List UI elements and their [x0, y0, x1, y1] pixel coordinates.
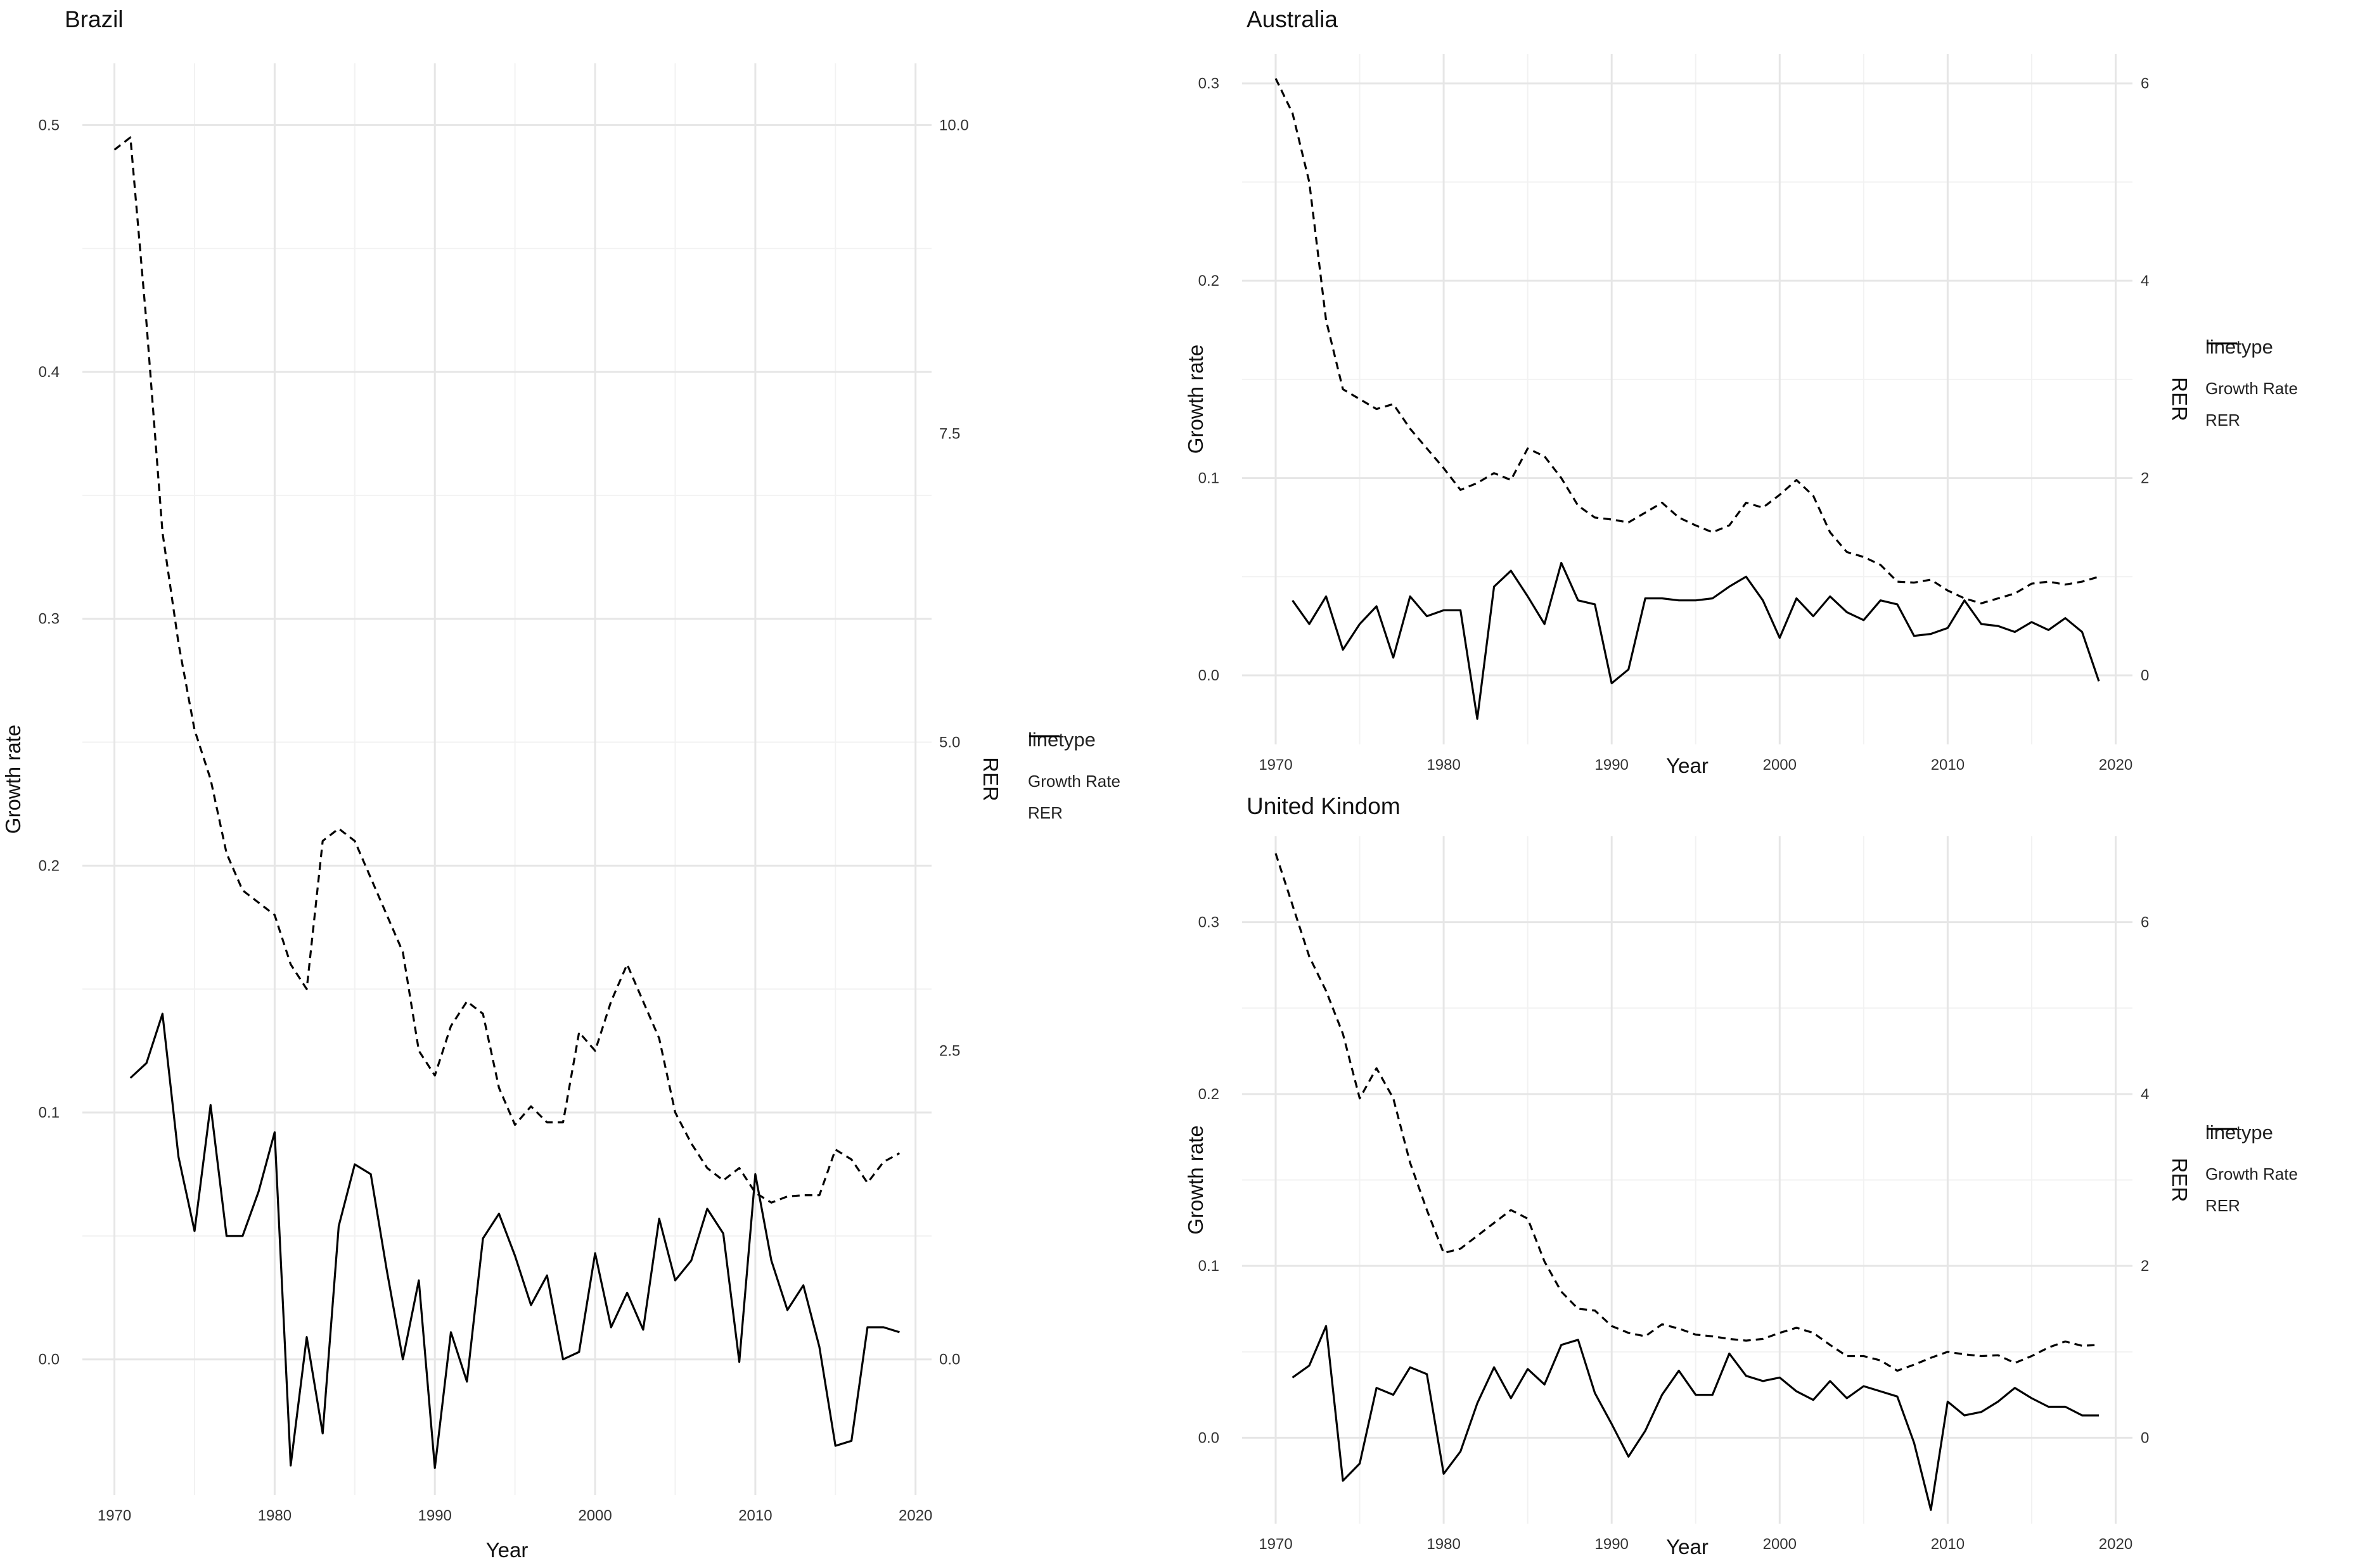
y2-tick-label: 6	[2141, 75, 2149, 92]
x-tick-label: 1980	[1427, 756, 1460, 774]
legend-label: Growth Rate	[1028, 771, 1120, 791]
dashed-line-key-icon	[2207, 342, 2237, 345]
x-tick-label: 1990	[418, 1507, 452, 1524]
legend-label: RER	[2205, 410, 2240, 430]
y2-tick-label: 6	[2141, 914, 2149, 931]
y2-axis-title: RER	[2168, 1158, 2191, 1202]
x-tick-label: 1980	[1427, 1536, 1460, 1553]
uk-chart: 1970 1980 1990 2000 2010 2020 0.0 0.1 0.2 0.3 0 2 4 6…	[1184, 836, 2191, 1558]
y-tick-label: 0.0	[39, 1351, 60, 1368]
y-tick-label: 0.4	[39, 364, 60, 381]
x-tick-label: 2000	[1763, 1536, 1797, 1553]
growth-rate-series-line	[1292, 561, 2100, 720]
legend-label: Growth Rate	[2205, 378, 2298, 398]
growth-rate-series-line	[129, 1012, 900, 1469]
x-tick-label: 2010	[738, 1507, 772, 1524]
y-tick-label: 0.5	[39, 117, 60, 134]
uk-legend: linetype Growth Rate RER	[2205, 1121, 2298, 1221]
rer-series-line	[1274, 853, 2100, 1372]
legend-item-rer: RER	[2205, 342, 2298, 436]
australia-legend: linetype Growth Rate RER	[2205, 336, 2298, 436]
legend-title: linetype	[1028, 729, 1096, 751]
x-tick-label: 1970	[1259, 756, 1292, 774]
y-axis-title: Growth rate	[1184, 345, 1207, 454]
x-tick-label: 1980	[258, 1507, 292, 1524]
brazil-title: Brazil	[65, 6, 124, 32]
brazil-legend: linetype Growth Rate RER	[1028, 729, 1120, 829]
y2-axis-title: RER	[2168, 377, 2191, 421]
y2-tick-label: 0	[2141, 1429, 2149, 1446]
x-tick-label: 2020	[2099, 756, 2132, 774]
legend-item-rer: RER	[2205, 1128, 2298, 1221]
x-tick-label: 2020	[899, 1507, 932, 1524]
legend-label: RER	[1028, 803, 1063, 822]
legend-title: linetype	[2205, 1121, 2273, 1144]
australia-panel: Australia 1970 1980 1990 2000 2010 2020 0.0 0.1…	[1179, 0, 2353, 786]
y-tick-label: 0.3	[39, 611, 60, 628]
y-axis-title: Growth rate	[1184, 1125, 1207, 1234]
y2-tick-label: 5.0	[939, 734, 960, 751]
legend-item-growth-rate: Growth Rate	[2205, 1128, 2298, 1190]
y-axis-title: Growth rate	[1, 725, 25, 834]
brazil-chart: 1970 1980 1990 2000 2010 2020 0.0 0.1 0.2 0.3 0.4 0…	[1, 63, 1003, 1562]
y-tick-label: 0.0	[1198, 667, 1219, 684]
y-tick-label: 0.2	[1198, 272, 1219, 290]
australia-title: Australia	[1247, 6, 1338, 32]
y-tick-label: 0.2	[1198, 1086, 1219, 1103]
legend-item-growth-rate: Growth Rate	[2205, 342, 2298, 404]
rer-series-line	[1274, 78, 2100, 604]
rer-series-line	[113, 136, 901, 1204]
x-axis-title: Year	[1666, 754, 1709, 777]
y-tick-label: 0.2	[39, 857, 60, 874]
x-axis-title: Year	[1666, 1535, 1709, 1558]
y-tick-label: 0.1	[39, 1104, 60, 1121]
legend-label: RER	[2205, 1195, 2240, 1215]
y-tick-label: 0.3	[1198, 914, 1219, 931]
legend-label: Growth Rate	[2205, 1164, 2298, 1183]
uk-title: United Kindom	[1247, 793, 1401, 819]
x-tick-label: 1990	[1595, 756, 1629, 774]
y2-tick-label: 4	[2141, 272, 2149, 290]
x-tick-label: 1970	[1259, 1536, 1292, 1553]
x-tick-label: 2000	[578, 1507, 612, 1524]
y2-axis-title: RER	[979, 757, 1003, 801]
legend-item-rer: RER	[1028, 735, 1120, 829]
x-tick-label: 1990	[1595, 1536, 1629, 1553]
australia-chart: 1970 1980 1990 2000 2010 2020 0.0 0.1 0.2 0.3 0 2 4 6…	[1184, 54, 2191, 777]
y-tick-label: 0.0	[1198, 1429, 1219, 1446]
y2-tick-label: 4	[2141, 1086, 2149, 1103]
legend-item-growth-rate: Growth Rate	[1028, 735, 1120, 797]
dashed-line-key-icon	[2207, 1128, 2237, 1130]
y-tick-label: 0.3	[1198, 75, 1219, 92]
growth-rate-series-line	[1292, 1325, 2099, 1511]
y2-tick-label: 0.0	[939, 1351, 960, 1368]
x-tick-label: 2010	[1931, 756, 1965, 774]
brazil-panel: Brazil 1970 1980 1990 2000 2010 2020 0.0 0.1 0.2…	[1, 6, 1120, 1562]
y2-tick-label: 7.5	[939, 425, 960, 442]
y-tick-label: 0.1	[1198, 1258, 1219, 1275]
x-tick-label: 2020	[2099, 1536, 2132, 1553]
y2-tick-label: 2.5	[939, 1043, 960, 1060]
x-tick-label: 2000	[1763, 756, 1797, 774]
x-tick-label: 1970	[98, 1507, 131, 1524]
x-tick-label: 2010	[1931, 1536, 1965, 1553]
y2-tick-label: 10.0	[939, 117, 969, 134]
dashed-line-key-icon	[1029, 735, 1060, 737]
y2-tick-label: 0	[2141, 667, 2149, 684]
y2-tick-label: 2	[2141, 470, 2149, 487]
y2-tick-label: 2	[2141, 1258, 2149, 1275]
uk-panel: United Kindom 1970 1980 1990 2000 2010 2020 0.…	[1179, 786, 2353, 1568]
y-tick-label: 0.1	[1198, 470, 1219, 487]
legend-title: linetype	[2205, 336, 2273, 358]
x-axis-title: Year	[486, 1538, 529, 1562]
